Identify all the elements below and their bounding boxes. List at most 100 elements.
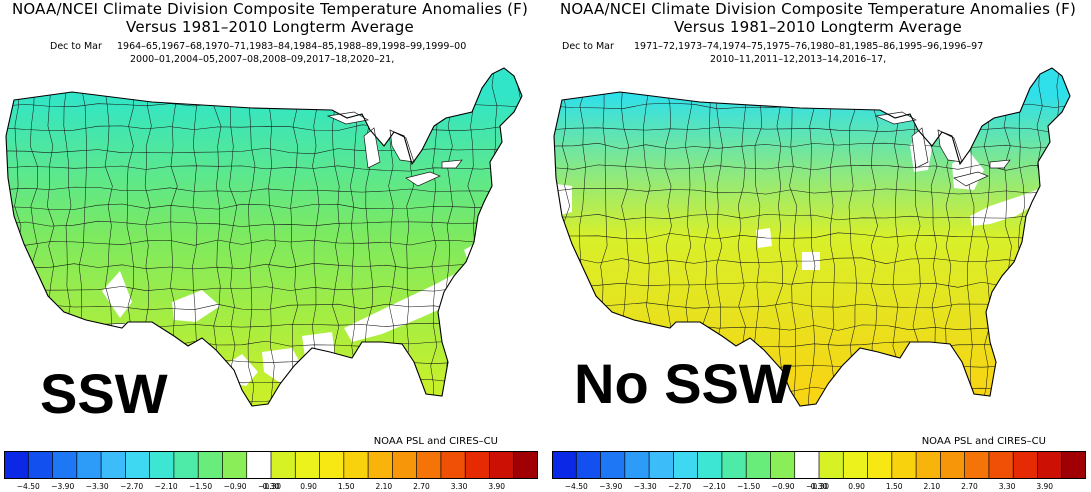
tick-label: 0.30: [810, 482, 828, 491]
color-swatch: [513, 451, 538, 479]
lake: [389, 129, 415, 163]
color-swatch: [867, 451, 893, 479]
tick-label: 2.70: [413, 482, 430, 491]
tick-label: −0.90: [771, 482, 795, 491]
color-swatch: [76, 451, 102, 479]
color-swatch: [1013, 451, 1038, 479]
color-swatch: [794, 451, 820, 479]
tick-label: 3.30: [450, 482, 468, 491]
tick-label: −2.10: [702, 482, 726, 491]
color-swatch: [4, 451, 29, 479]
color-swatch: [600, 451, 626, 479]
color-swatch: [552, 451, 577, 479]
no-data-region: [42, 306, 62, 348]
season-label: Dec to Mar: [562, 41, 614, 52]
years-line-2: 2010–11,2011–12,2013–14,2016–17,: [710, 54, 887, 65]
tick-label: −0.30: [258, 482, 282, 491]
color-swatch: [368, 451, 393, 479]
tick-label: −3.90: [599, 482, 623, 491]
no-data-region: [344, 270, 472, 342]
years-line-2: 2000–01,2004–05,2007–08,2008–09,2017–18,…: [130, 54, 395, 65]
color-scale-bar: [552, 451, 1086, 479]
tick-label: −2.10: [154, 482, 178, 491]
years-line-1: 1971–72,1973–74,1974–75,1975–76,1980–81,…: [634, 41, 984, 52]
no-data-region: [302, 332, 336, 364]
color-swatch: [1061, 451, 1086, 479]
color-swatch: [576, 451, 601, 479]
color-swatch: [173, 451, 199, 479]
tick-label: −1.50: [189, 482, 213, 491]
tick-label: 3.30: [998, 482, 1016, 491]
tick-label: −4.50: [16, 482, 40, 491]
season-label: Dec to Mar: [50, 41, 102, 52]
color-swatch: [721, 451, 747, 479]
color-swatch: [101, 451, 126, 479]
color-swatch: [964, 451, 990, 479]
color-swatch: [697, 451, 723, 479]
credit-text: NOAA PSL and CIRES–CU: [373, 436, 498, 447]
us-anomaly-map: [5, 67, 523, 407]
color-swatch: [891, 451, 917, 479]
map-subtitle: Versus 1981–2010 Longterm Average: [126, 18, 414, 36]
color-swatch: [295, 451, 320, 479]
tick-label: 0.30: [262, 482, 280, 491]
no-data-region: [102, 271, 132, 318]
tick-label: −4.50: [564, 482, 588, 491]
color-swatch: [819, 451, 844, 479]
bar-frame: [4, 451, 538, 479]
color-swatch: [125, 451, 150, 479]
us-anomaly-map: [553, 67, 1071, 407]
panel-no-ssw: NOAA/NCEI Climate Division Composite Tem…: [548, 0, 1088, 492]
color-swatch: [440, 451, 466, 479]
no-data-region: [172, 290, 220, 322]
tick-label: 1.50: [337, 482, 355, 491]
tick-label: −3.90: [51, 482, 75, 491]
no-data-region: [62, 322, 152, 356]
tick-label: −3.30: [633, 482, 657, 491]
lake: [441, 159, 463, 169]
us-border: [553, 67, 1071, 407]
color-swatch: [489, 451, 515, 479]
color-swatch: [271, 451, 296, 479]
color-swatch: [465, 451, 490, 479]
color-swatch: [246, 451, 272, 479]
tick-label: 3.90: [1036, 482, 1054, 491]
color-scale-bar: [4, 451, 538, 479]
tick-label: −0.30: [806, 482, 830, 491]
tick-label: 2.10: [923, 482, 941, 491]
bar-frame: [552, 451, 1086, 479]
color-swatch: [198, 451, 223, 479]
tick-label: 2.70: [961, 482, 978, 491]
color-swatch: [770, 451, 796, 479]
us-border: [5, 67, 523, 407]
color-swatch: [222, 451, 248, 479]
tick-label: 0.90: [848, 482, 865, 491]
panel-ssw: NOAA/NCEI Climate Division Composite Tem…: [0, 0, 540, 492]
color-swatch: [940, 451, 965, 479]
tick-label: −0.90: [223, 482, 247, 491]
color-swatch: [649, 451, 674, 479]
tick-label: 0.90: [300, 482, 317, 491]
color-scale-ticks: −4.50 −3.90 −3.30 −2.70 −2.10 −1.50 −0.90 −0.30…: [552, 482, 1086, 492]
lake: [989, 159, 1011, 169]
color-swatch: [843, 451, 868, 479]
color-swatch: [916, 451, 941, 479]
tick-label: 2.10: [375, 482, 393, 491]
ssw-label: SSW: [40, 362, 168, 425]
years-line-1: 1964–65,1967–68,1970–71,1983–84,1984–85,…: [117, 41, 467, 52]
tick-label: −2.70: [668, 482, 692, 491]
color-swatch: [624, 451, 650, 479]
lake: [937, 129, 963, 163]
color-swatch: [988, 451, 1014, 479]
credit-text: NOAA PSL and CIRES–CU: [921, 436, 1046, 447]
map-title: NOAA/NCEI Climate Division Composite Tem…: [559, 0, 1077, 18]
tick-label: 3.90: [488, 482, 506, 491]
lake: [405, 171, 441, 187]
color-swatch: [1037, 451, 1063, 479]
color-swatch: [149, 451, 175, 479]
tick-label: −3.30: [85, 482, 109, 491]
color-swatch: [392, 451, 417, 479]
no-data-region: [556, 184, 572, 216]
no-ssw-label: No SSW: [574, 352, 792, 415]
tick-label: −2.70: [120, 482, 144, 491]
